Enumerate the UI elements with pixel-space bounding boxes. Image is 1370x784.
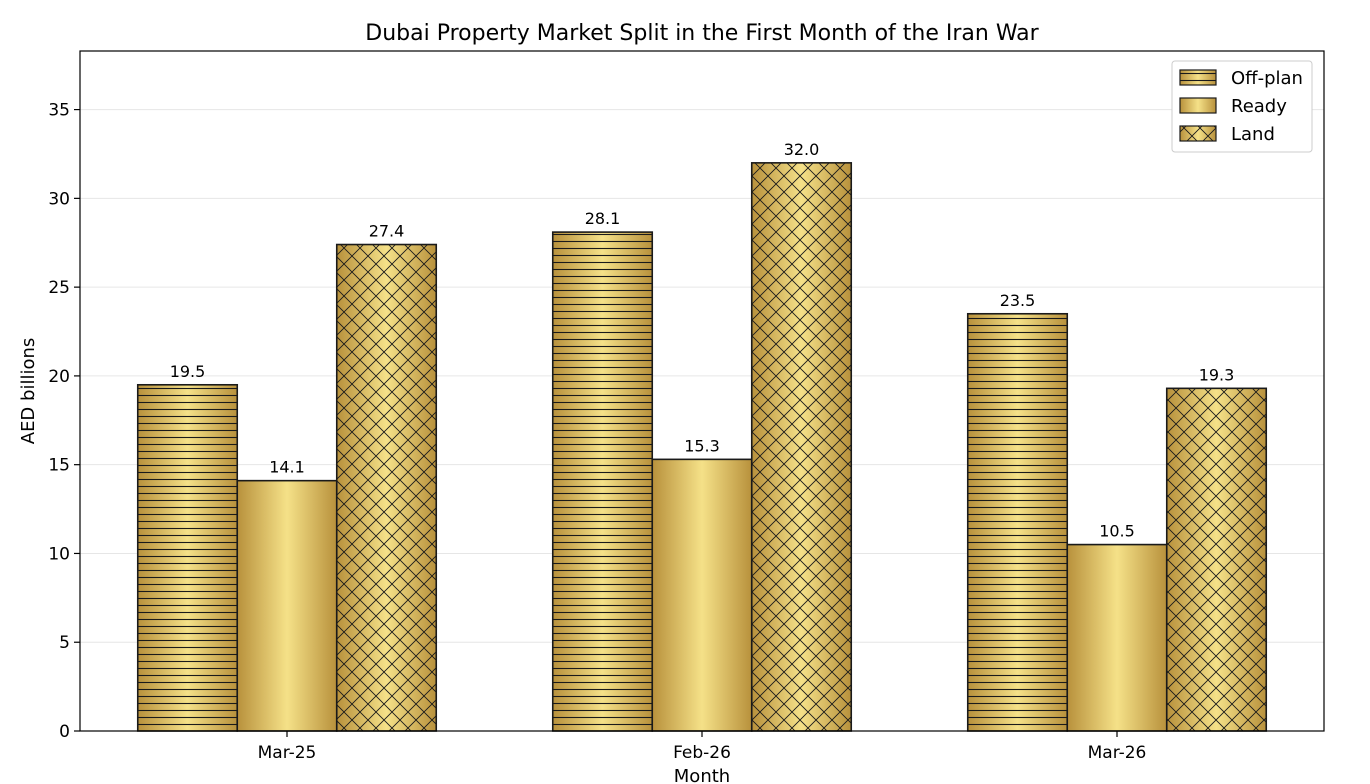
y-tick-label-5: 5 (59, 633, 70, 653)
bar-land-feb-26-pattern (751, 162, 852, 732)
y-tick-label-35: 35 (48, 101, 70, 121)
legend-item-off-plan: Off-plan (1179, 68, 1303, 89)
y-axis: 0 5 10 15 20 25 30 35 (48, 101, 80, 742)
y-tick-label-10: 10 (48, 544, 70, 564)
y-tick-label-15: 15 (48, 456, 70, 476)
y-tick-label-20: 20 (48, 367, 70, 387)
bar-off-plan-feb-26-pattern (552, 232, 653, 731)
bars (136, 162, 1268, 732)
bar-land-mar-26-pattern (1166, 388, 1267, 731)
legend-label-land: Land (1231, 124, 1275, 145)
legend-label-off-plan: Off-plan (1231, 68, 1303, 89)
legend-swatch-land-pattern (1180, 126, 1216, 141)
y-tick-label-0: 0 (59, 722, 70, 742)
bar-ready-mar-26-fill (1067, 544, 1167, 731)
value-label-ready-mar-25: 14.1 (269, 458, 305, 477)
value-label-land-feb-26: 32.0 (784, 140, 820, 159)
value-label-off-plan-mar-25: 19.5 (170, 362, 206, 381)
value-labels: 19.5 14.1 27.4 28.1 15.3 32.0 23.5 10.5 19.3 (170, 140, 1235, 541)
x-axis: Mar-25 Feb-26 Mar-26 (258, 731, 1147, 763)
legend-item-land: Land (1179, 124, 1275, 145)
value-label-ready-feb-26: 15.3 (684, 436, 720, 455)
bar-ready-mar-25-fill (237, 480, 337, 731)
y-tick-label-30: 30 (48, 189, 70, 209)
bar-off-plan-mar-26-pattern (967, 313, 1068, 731)
value-label-off-plan-feb-26: 28.1 (585, 209, 621, 228)
x-tick-label-mar-26: Mar-26 (1088, 743, 1147, 763)
value-label-off-plan-mar-26: 23.5 (1000, 291, 1036, 310)
value-label-land-mar-25: 27.4 (369, 222, 405, 241)
legend-swatch-ready (1179, 97, 1217, 114)
x-tick-label-mar-25: Mar-25 (258, 743, 317, 763)
legend-label-ready: Ready (1231, 96, 1287, 117)
bar-off-plan-mar-25-pattern (137, 384, 238, 731)
legend-item-ready: Ready (1179, 96, 1287, 117)
y-tick-label-25: 25 (48, 278, 70, 298)
bar-ready-feb-26-fill (652, 459, 752, 731)
legend-swatch-off-plan-pattern (1180, 70, 1216, 85)
x-tick-label-feb-26: Feb-26 (673, 743, 731, 763)
value-label-land-mar-26: 19.3 (1199, 365, 1235, 384)
y-axis-title: AED billions (18, 338, 39, 445)
value-label-ready-mar-26: 10.5 (1099, 522, 1135, 541)
bar-land-mar-25-pattern (336, 244, 437, 731)
legend: Off-plan Ready Land (1171, 60, 1313, 153)
chart-title: Dubai Property Market Split in the First… (365, 21, 1039, 46)
x-axis-title: Month (674, 766, 730, 784)
